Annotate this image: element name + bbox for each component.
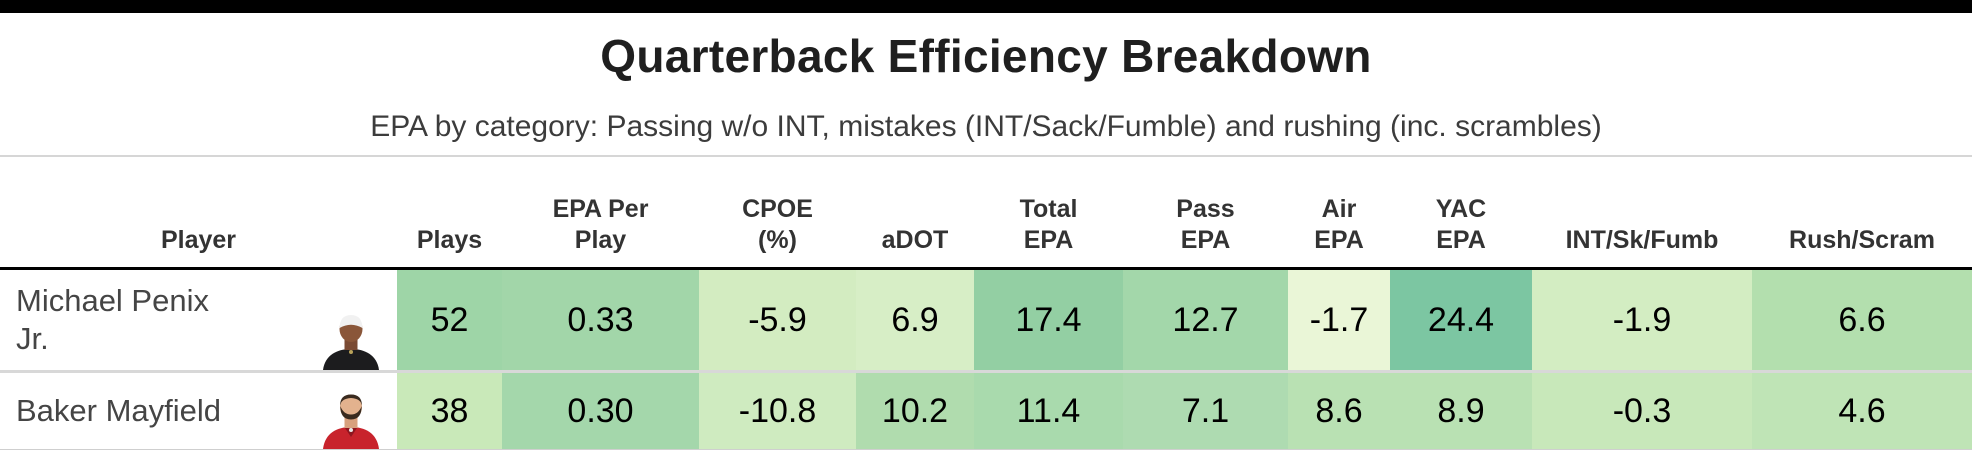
- column-header-player: Player: [0, 156, 397, 270]
- stat-cell-pass-epa: 7.1: [1123, 371, 1288, 450]
- stat-cell-rush-scram: 4.6: [1752, 371, 1972, 450]
- table-row-michael-penix-jr: Michael Penix Jr. 52 0.33 -5.9: [0, 268, 1972, 373]
- column-header-yac-epa: YAC EPA: [1390, 156, 1532, 270]
- player-cell: Baker Mayfield: [0, 371, 397, 450]
- column-header-rush-scram: Rush/Scram: [1752, 156, 1972, 270]
- table-row-baker-mayfield: Baker Mayfield 38: [0, 371, 1972, 450]
- page-title: Quarterback Efficiency Breakdown: [600, 30, 1372, 82]
- stat-cell-cpoe: -5.9: [699, 268, 856, 373]
- stat-cell-cpoe: -10.8: [699, 371, 856, 450]
- stat-cell-total-epa: 11.4: [974, 371, 1123, 450]
- column-header-total-epa: Total EPA: [974, 156, 1123, 270]
- stat-cell-epa-per-play: 0.33: [502, 268, 699, 373]
- stat-cell-air-epa: 8.6: [1288, 371, 1390, 450]
- stat-cell-adot: 6.9: [856, 268, 974, 373]
- header-row: Player Plays EPA Per Play CPOE (%) aDOT …: [0, 156, 1972, 270]
- stat-cell-total-epa: 17.4: [974, 268, 1123, 373]
- stat-cell-pass-epa: 12.7: [1123, 268, 1288, 373]
- stat-cell-int-sk-fumb: -1.9: [1532, 268, 1752, 373]
- stat-cell-air-epa: -1.7: [1288, 268, 1390, 373]
- qb-efficiency-table: Player Plays EPA Per Play CPOE (%) aDOT …: [0, 155, 1972, 450]
- stat-cell-yac-epa: 8.9: [1390, 371, 1532, 450]
- column-header-adot: aDOT: [856, 156, 974, 270]
- column-header-pass-epa: Pass EPA: [1123, 156, 1288, 270]
- michael-penix-jr-headshot-icon: [311, 312, 391, 370]
- player-name: Baker Mayfield: [16, 393, 222, 429]
- stat-cell-plays: 38: [397, 371, 502, 450]
- player-name: Michael Penix Jr.: [16, 283, 209, 356]
- column-header-cpoe: CPOE (%): [699, 156, 856, 270]
- stat-cell-int-sk-fumb: -0.3: [1532, 371, 1752, 450]
- column-header-plays: Plays: [397, 156, 502, 270]
- column-header-int-sk-fumb: INT/Sk/Fumb: [1532, 156, 1752, 270]
- page-subtitle: EPA by category: Passing w/o INT, mistak…: [370, 110, 1602, 143]
- player-cell: Michael Penix Jr.: [0, 268, 397, 373]
- stat-cell-epa-per-play: 0.30: [502, 371, 699, 450]
- stat-cell-yac-epa: 24.4: [1390, 268, 1532, 373]
- baker-mayfield-headshot-icon: [311, 391, 391, 449]
- stat-cell-rush-scram: 6.6: [1752, 268, 1972, 373]
- stat-cell-adot: 10.2: [856, 371, 974, 450]
- stat-cell-plays: 52: [397, 268, 502, 373]
- column-header-air-epa: Air EPA: [1288, 156, 1390, 270]
- column-header-epa-per-play: EPA Per Play: [502, 156, 699, 270]
